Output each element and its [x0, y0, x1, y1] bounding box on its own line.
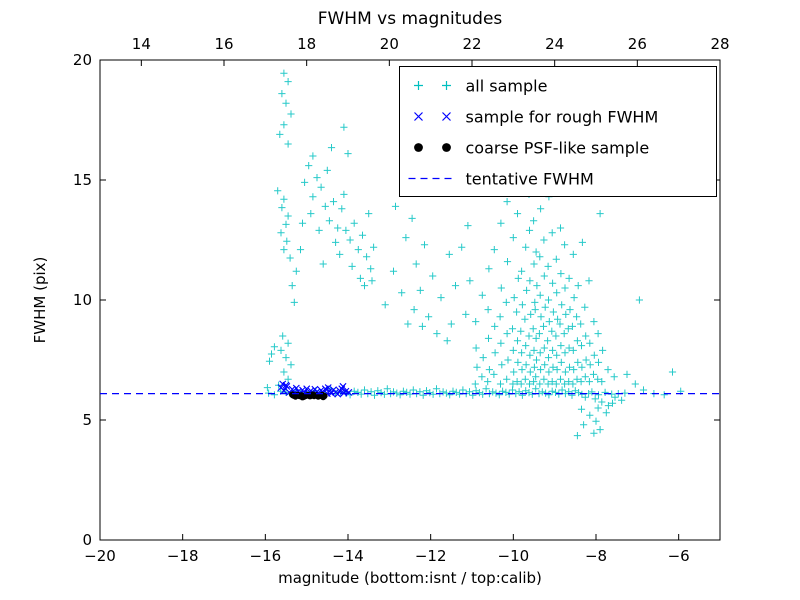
x-tick-label: −14: [332, 547, 364, 565]
legend-frame: [399, 66, 717, 197]
x-tick-label: −18: [167, 547, 199, 565]
scatter-point: [289, 391, 296, 398]
x-axis-top: 14 16 18 20 22 24 26 28: [132, 35, 730, 66]
scatter-point: [309, 391, 317, 398]
top-tick-label: 28: [710, 35, 729, 53]
scatter-point: [320, 393, 327, 401]
y-tick-label: 20: [73, 51, 92, 69]
scatter-point: [299, 394, 306, 401]
x-marker-icon: [442, 112, 451, 121]
legend-item: sample for rough FWHM: [414, 108, 659, 127]
y-tick-label: 5: [82, 411, 92, 429]
x-tick-label: −10: [498, 547, 530, 565]
x-tick-label: −20: [84, 547, 116, 565]
dot-marker-icon: [414, 143, 423, 152]
legend-item-label: sample for rough FWHM: [466, 108, 659, 127]
y-axis-label: FWHM (pix): [31, 257, 49, 344]
legend: all sample sample for rough FWHM coarse PS…: [399, 66, 717, 197]
x-tick-label: −6: [668, 547, 690, 565]
x-tick-label: −8: [585, 547, 607, 565]
x-marker-icon: [414, 112, 423, 121]
top-tick-label: 22: [462, 35, 481, 53]
x-axis-bottom: −20 −18 −16 −14 −12 −10 −8 −6: [84, 534, 690, 565]
plot-data: [100, 69, 720, 440]
y-axis: 0 5 10 15 20: [73, 51, 720, 549]
top-tick-label: 16: [214, 35, 233, 53]
series-coarse-psf-like-sample: [289, 391, 328, 401]
axes: −20 −18 −16 −14 −12 −10 −8 −6 14 16 18 20 22 24 26 28 0 5…: [73, 35, 730, 565]
top-tick-label: 26: [628, 35, 647, 53]
dot-marker-icon: [442, 143, 451, 152]
y-tick-label: 15: [73, 171, 92, 189]
top-tick-label: 20: [380, 35, 399, 53]
x-tick-label: −16: [250, 547, 282, 565]
legend-item-label: all sample: [466, 77, 548, 96]
top-tick-label: 24: [545, 35, 564, 53]
y-tick-label: 0: [82, 531, 92, 549]
top-tick-label: 14: [132, 35, 151, 53]
plus-marker-icon: [442, 81, 451, 90]
plus-marker-icon: [414, 81, 423, 90]
legend-item-label: coarse PSF-like sample: [466, 139, 650, 158]
legend-item: coarse PSF-like sample: [414, 139, 649, 158]
legend-item: tentative FWHM: [408, 170, 594, 189]
legend-item-label: tentative FWHM: [466, 170, 594, 189]
x-axis-label: magnitude (bottom:isnt / top:calib): [278, 569, 542, 587]
y-tick-label: 10: [73, 291, 92, 309]
legend-item: all sample: [414, 77, 547, 96]
chart-title: FWHM vs magnitudes: [318, 9, 503, 29]
top-tick-label: 18: [297, 35, 316, 53]
x-tick-label: −12: [415, 547, 447, 565]
